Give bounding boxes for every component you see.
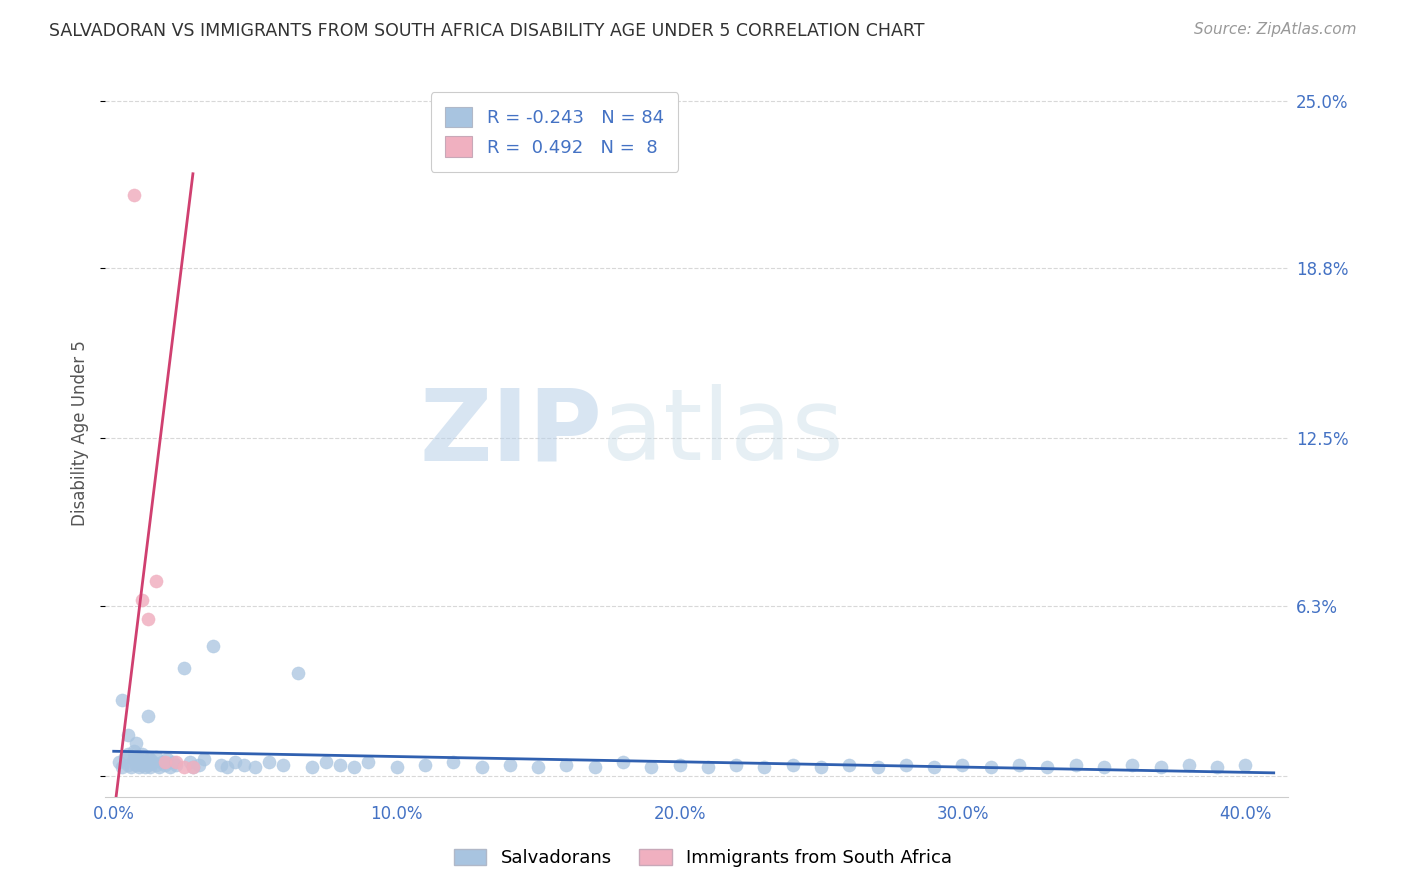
Point	[117, 728, 139, 742]
Legend: Salvadorans, Immigrants from South Africa: Salvadorans, Immigrants from South Afric…	[447, 841, 959, 874]
Point	[583, 760, 606, 774]
Point	[145, 757, 167, 772]
Point	[301, 760, 323, 774]
Point	[980, 760, 1002, 774]
Point	[527, 760, 550, 774]
Point	[114, 749, 136, 764]
Point	[117, 757, 139, 772]
Point	[470, 760, 492, 774]
Point	[922, 760, 945, 774]
Point	[187, 757, 209, 772]
Point	[1008, 757, 1031, 772]
Point	[122, 188, 145, 202]
Point	[343, 760, 366, 774]
Point	[357, 755, 380, 769]
Point	[120, 760, 142, 774]
Point	[131, 747, 153, 761]
Point	[156, 752, 179, 766]
Point	[136, 749, 159, 764]
Text: ZIP: ZIP	[419, 384, 602, 482]
Point	[136, 709, 159, 723]
Point	[148, 760, 170, 774]
Point	[413, 757, 436, 772]
Point	[385, 760, 408, 774]
Point	[1178, 757, 1201, 772]
Point	[125, 736, 148, 750]
Point	[181, 760, 204, 774]
Point	[125, 749, 148, 764]
Point	[612, 755, 634, 769]
Point	[193, 752, 215, 766]
Point	[131, 593, 153, 607]
Point	[782, 757, 804, 772]
Point	[273, 757, 295, 772]
Point	[165, 755, 187, 769]
Point	[181, 760, 204, 774]
Text: SALVADORAN VS IMMIGRANTS FROM SOUTH AFRICA DISABILITY AGE UNDER 5 CORRELATION CH: SALVADORAN VS IMMIGRANTS FROM SOUTH AFRI…	[49, 22, 925, 40]
Point	[153, 755, 176, 769]
Point	[128, 760, 150, 774]
Point	[125, 757, 148, 772]
Point	[162, 755, 184, 769]
Point	[215, 760, 238, 774]
Text: atlas: atlas	[602, 384, 844, 482]
Point	[668, 757, 690, 772]
Point	[329, 757, 352, 772]
Point	[165, 757, 187, 772]
Point	[1206, 760, 1229, 774]
Point	[134, 760, 156, 774]
Point	[136, 757, 159, 772]
Point	[725, 757, 748, 772]
Point	[108, 755, 131, 769]
Point	[287, 665, 309, 680]
Point	[640, 760, 662, 774]
Point	[555, 757, 578, 772]
Point	[1092, 760, 1115, 774]
Point	[1234, 757, 1257, 772]
Point	[1149, 760, 1171, 774]
Text: Source: ZipAtlas.com: Source: ZipAtlas.com	[1194, 22, 1357, 37]
Point	[243, 760, 266, 774]
Point	[315, 755, 337, 769]
Point	[145, 574, 167, 589]
Point	[122, 752, 145, 766]
Point	[499, 757, 522, 772]
Legend: R = -0.243   N = 84, R =  0.492   N =  8: R = -0.243 N = 84, R = 0.492 N = 8	[430, 92, 678, 172]
Point	[952, 757, 974, 772]
Point	[173, 660, 195, 674]
Point	[111, 693, 134, 707]
Point	[232, 757, 254, 772]
Point	[1036, 760, 1059, 774]
Point	[153, 757, 176, 772]
Point	[139, 760, 162, 774]
Point	[259, 755, 281, 769]
Point	[131, 757, 153, 772]
Point	[209, 757, 232, 772]
Point	[134, 755, 156, 769]
Point	[117, 747, 139, 761]
Point	[145, 749, 167, 764]
Point	[838, 757, 860, 772]
Point	[866, 760, 889, 774]
Point	[111, 760, 134, 774]
Point	[696, 760, 718, 774]
Point	[179, 755, 201, 769]
Point	[150, 755, 173, 769]
Point	[142, 755, 165, 769]
Point	[128, 752, 150, 766]
Point	[159, 760, 181, 774]
Point	[173, 760, 195, 774]
Point	[894, 757, 917, 772]
Point	[201, 639, 224, 653]
Point	[139, 752, 162, 766]
Point	[1064, 757, 1087, 772]
Point	[810, 760, 832, 774]
Y-axis label: Disability Age Under 5: Disability Age Under 5	[72, 340, 89, 525]
Point	[754, 760, 776, 774]
Point	[136, 612, 159, 626]
Point	[441, 755, 464, 769]
Point	[122, 744, 145, 758]
Point	[224, 755, 246, 769]
Point	[1121, 757, 1143, 772]
